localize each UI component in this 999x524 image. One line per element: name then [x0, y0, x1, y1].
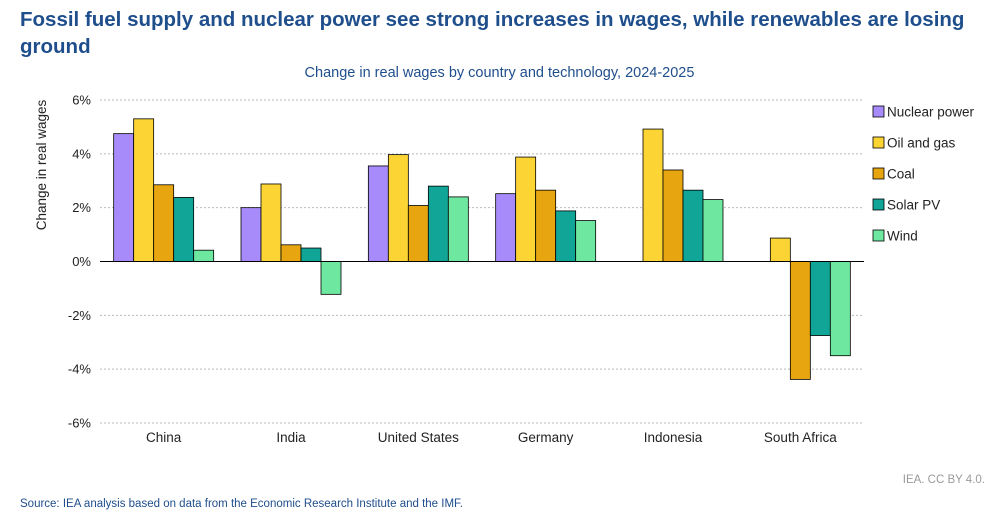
- bar-oil-and-gas: [133, 118, 155, 262]
- bar-coal: [407, 205, 429, 262]
- bar-oil-and-gas: [769, 237, 791, 262]
- legend: Nuclear power Oil and gas Coal Solar PV Wind: [872, 105, 975, 244]
- y-tick-label: -6%: [68, 416, 92, 431]
- bar-nuclear-power: [113, 133, 135, 262]
- bar-oil-and-gas: [387, 154, 409, 262]
- bar-oil-and-gas: [642, 128, 664, 262]
- source-note: Source: IEA analysis based on data from …: [20, 498, 463, 510]
- y-axis-label: Change in real wages: [34, 99, 49, 230]
- bar-oil-and-gas: [260, 183, 282, 262]
- x-tick-label: South Africa: [764, 430, 837, 445]
- bar-nuclear-power: [240, 207, 262, 262]
- legend-swatch: [872, 105, 885, 118]
- bar-oil-and-gas: [515, 156, 537, 262]
- bar-solar-pv: [427, 185, 449, 262]
- bar-wind: [320, 261, 342, 295]
- bar-wind: [575, 220, 597, 262]
- legend-swatch: [872, 229, 885, 242]
- x-axis-ticks: China India United States Germany Indonesia S…: [146, 430, 837, 445]
- chart-subtitle: Change in real wages by country and tech…: [304, 65, 695, 81]
- chart-title: Fossil fuel supply and nuclear power see…: [20, 8, 965, 58]
- bar-coal: [535, 189, 557, 262]
- bars: [113, 118, 851, 380]
- bar-wind: [829, 261, 851, 357]
- bar-chart: 6% 4% 2% 0% -2% -4% -6% Change in real wages C…: [34, 93, 975, 446]
- y-tick-label: 0%: [72, 254, 91, 269]
- credit-note: IEA. CC BY 4.0.: [902, 474, 985, 486]
- bar-coal: [789, 261, 811, 380]
- gridlines: [100, 99, 864, 424]
- bar-coal: [153, 184, 175, 262]
- y-tick-label: 4%: [72, 146, 91, 161]
- x-tick-label: China: [146, 430, 182, 445]
- x-tick-label: Germany: [518, 430, 574, 445]
- y-tick-label: 6%: [72, 93, 91, 108]
- bar-coal: [280, 244, 302, 262]
- bar-solar-pv: [555, 210, 577, 262]
- bar-coal: [662, 169, 684, 262]
- bar-solar-pv: [682, 189, 704, 262]
- x-tick-label: Indonesia: [644, 430, 703, 445]
- y-tick-label: -2%: [68, 308, 92, 323]
- bar-solar-pv: [300, 247, 322, 262]
- legend-label: Solar PV: [887, 198, 940, 213]
- bar-nuclear-power: [367, 165, 389, 262]
- legend-label: Nuclear power: [887, 105, 975, 120]
- bar-solar-pv: [173, 197, 195, 262]
- legend-label: Coal: [887, 167, 915, 182]
- legend-swatch: [872, 198, 885, 211]
- bar-wind: [447, 196, 469, 262]
- bar-wind: [193, 249, 215, 262]
- y-axis-ticks: 6% 4% 2% 0% -2% -4% -6%: [68, 93, 92, 431]
- legend-label: Oil and gas: [887, 136, 956, 151]
- legend-swatch: [872, 167, 885, 180]
- bar-nuclear-power: [495, 193, 517, 262]
- bar-wind: [702, 199, 724, 262]
- x-tick-label: United States: [378, 430, 459, 445]
- y-tick-label: -4%: [68, 362, 92, 377]
- x-tick-label: India: [276, 430, 306, 445]
- legend-label: Wind: [887, 229, 918, 244]
- y-tick-label: 2%: [72, 200, 91, 215]
- legend-swatch: [872, 136, 885, 149]
- bar-solar-pv: [809, 261, 831, 336]
